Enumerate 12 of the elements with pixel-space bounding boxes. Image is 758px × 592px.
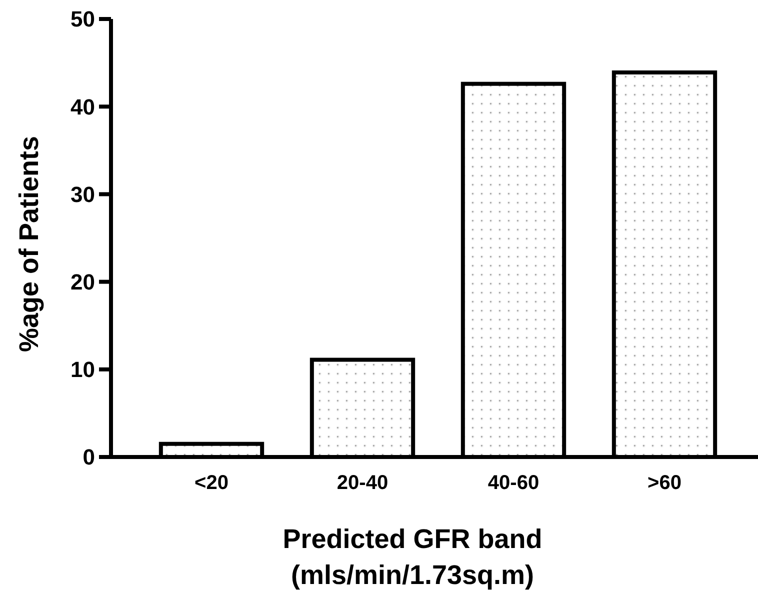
y-tick-label: 10 [70, 357, 95, 382]
y-tick-label: 0 [82, 444, 95, 470]
y-axis-title: %age of Patients [14, 136, 44, 352]
y-tick-label: 30 [70, 182, 95, 207]
x-tick-label: <20 [194, 472, 228, 494]
x-tick-label: 20-40 [336, 472, 388, 494]
x-tick-label: 40-60 [488, 472, 540, 494]
y-tick-label: 20 [70, 270, 95, 294]
y-tick-label: 40 [70, 94, 95, 120]
x-tick-label: >60 [648, 472, 682, 494]
y-tick-label: 50 [70, 6, 95, 32]
x-axis-title: Predicted GFR band (mls/min/1.73sq.m) [282, 524, 542, 590]
